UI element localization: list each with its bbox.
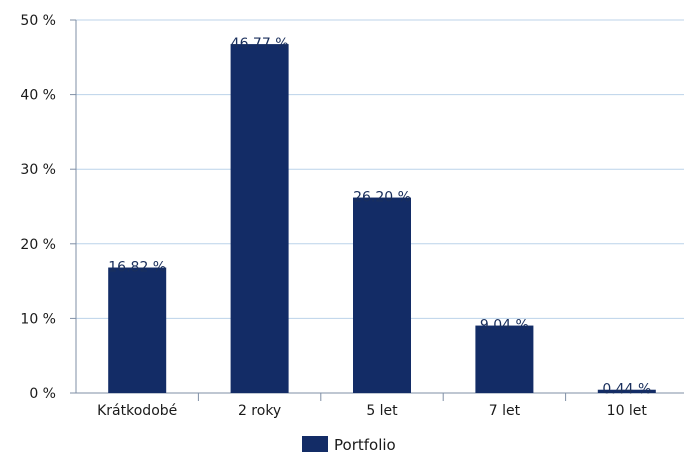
data-label: 0.44 %	[602, 382, 651, 398]
data-label: 46.77 %	[231, 36, 289, 52]
bar	[230, 44, 289, 394]
data-label: 9.04 %	[480, 318, 529, 334]
bar	[108, 267, 167, 393]
x-tick-label: 5 let	[366, 403, 398, 419]
y-axis: 0 % 10 % 20 % 30 % 40 % 50 %	[20, 13, 77, 402]
bar	[475, 325, 534, 393]
bar-series	[108, 44, 656, 394]
data-label: 26.20 %	[353, 190, 411, 206]
bar	[597, 389, 656, 393]
y-tick-label: 30 %	[20, 162, 56, 178]
x-tick-label: 7 let	[489, 403, 521, 419]
legend-label-portfolio: Portfolio	[334, 436, 396, 454]
y-tick-label: 40 %	[20, 88, 56, 104]
data-label: 16.82 %	[108, 260, 166, 276]
legend: Portfolio	[302, 436, 396, 454]
y-tick-label: 50 %	[20, 13, 56, 29]
x-tick-label: 2 roky	[238, 403, 281, 419]
y-tick-label: 20 %	[20, 237, 56, 253]
data-labels: 16.82 % 46.77 % 26.20 % 9.04 % 0.44 %	[108, 36, 651, 398]
x-tick-label: Krátkodobé	[97, 403, 177, 419]
x-tick-label: 10 let	[607, 403, 648, 419]
bar	[353, 197, 411, 393]
x-axis: Krátkodobé 2 roky 5 let 7 let 10 let	[97, 393, 647, 419]
legend-swatch-portfolio	[302, 436, 328, 452]
y-tick-label: 10 %	[20, 311, 56, 327]
y-tick-label: 0 %	[29, 386, 56, 402]
